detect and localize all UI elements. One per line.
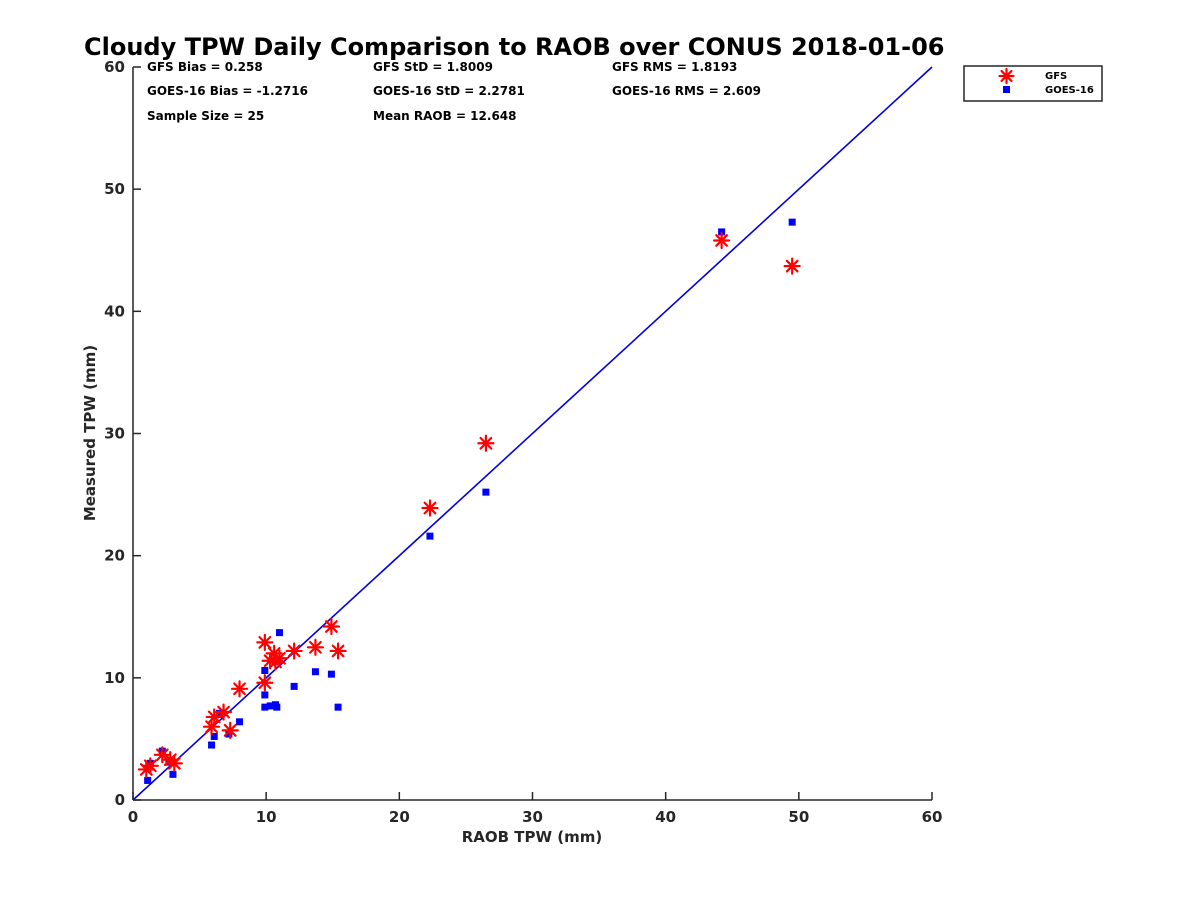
legend-goes-label: GOES-16 [1045, 85, 1094, 96]
gfs-point [141, 757, 159, 775]
gfs-point [329, 642, 347, 660]
gfs-point [221, 721, 239, 739]
gfs-point [256, 633, 274, 652]
goes-16-point [261, 703, 269, 711]
goes-16-point [290, 682, 298, 690]
goes-16-point [788, 218, 796, 226]
x-tick-label: 60 [922, 808, 943, 826]
goes-16-point [261, 691, 269, 699]
gfs-point [230, 680, 249, 698]
stat-gfs-std: GFS StD = 1.8009 [373, 60, 493, 74]
goes-16-point [169, 770, 177, 778]
gfs-point [285, 642, 303, 660]
gfs-point [214, 703, 233, 721]
y-tick-label: 30 [104, 425, 125, 443]
x-tick-label: 50 [788, 808, 809, 826]
gfs-point [421, 499, 439, 517]
y-tick-label: 20 [104, 547, 125, 565]
goes-16-point [144, 776, 152, 784]
gfs-point [306, 638, 325, 656]
data-points-layer [137, 218, 801, 784]
gfs-point [270, 649, 289, 667]
y-tick-label: 0 [115, 791, 125, 809]
gfs-point [202, 718, 221, 736]
y-tick-label: 50 [104, 180, 125, 198]
y-tick-label: 60 [104, 58, 125, 76]
gfs-point [712, 231, 731, 250]
gfs-point [322, 617, 341, 636]
stat-goes-bias: GOES-16 Bias = -1.2716 [147, 84, 308, 98]
legend-gfs-asterisk-icon [998, 67, 1015, 85]
goes-16-point [236, 718, 244, 726]
goes-16-point [482, 488, 490, 496]
y-tick-label: 10 [104, 669, 125, 687]
legend-box [963, 65, 1103, 102]
goes-16-point [311, 668, 319, 676]
legend-gfs-label: GFS [1045, 71, 1067, 82]
gfs-point [477, 434, 495, 452]
legend-goes-square-icon [1003, 86, 1010, 93]
x-tick-label: 10 [256, 808, 277, 826]
ticks-layer: 0 10 20 30 40 50 60 0 10 20 30 40 50 60 [104, 58, 942, 826]
stat-gfs-bias: GFS Bias = 0.258 [147, 60, 263, 74]
goes-16-point [208, 741, 216, 749]
stats-block: GFS Bias = 0.258 GFS StD = 1.8009 GFS RM… [147, 60, 761, 123]
stat-goes-rms: GOES-16 RMS = 2.609 [612, 84, 761, 98]
goes-16-point [216, 709, 224, 717]
x-tick-label: 20 [389, 808, 410, 826]
y-axis-label: Measured TPW (mm) [81, 345, 99, 521]
gfs-point [165, 754, 183, 772]
stat-gfs-rms: GFS RMS = 1.8193 [612, 60, 737, 74]
one-to-one-line [132, 66, 933, 801]
goes-16-point [266, 702, 274, 710]
stat-sample-size: Sample Size = 25 [147, 109, 264, 123]
legend: GFS GOES-16 [963, 65, 1103, 102]
x-axis-label: RAOB TPW (mm) [462, 828, 603, 846]
legend-gfs-asterisk [998, 67, 1015, 85]
x-tick-label: 0 [128, 808, 138, 826]
goes-16-point [210, 732, 218, 740]
x-tick-label: 30 [522, 808, 543, 826]
goes-16-point [273, 703, 281, 711]
reference-line-layer [132, 66, 933, 801]
goes-16-point [225, 730, 233, 738]
goes-16-point [261, 667, 269, 675]
chart-title: Cloudy TPW Daily Comparison to RAOB over… [84, 33, 944, 61]
goes-16-point [327, 670, 335, 678]
goes-16-point [426, 532, 434, 540]
gfs-point [783, 257, 801, 275]
stat-goes-std: GOES-16 StD = 2.2781 [373, 84, 525, 98]
stat-mean-raob: Mean RAOB = 12.648 [373, 109, 517, 123]
x-tick-label: 40 [655, 808, 676, 826]
goes-16-point [334, 703, 342, 711]
gfs-point [256, 674, 274, 692]
y-tick-label: 40 [104, 302, 125, 320]
goes-16-point [275, 629, 283, 637]
